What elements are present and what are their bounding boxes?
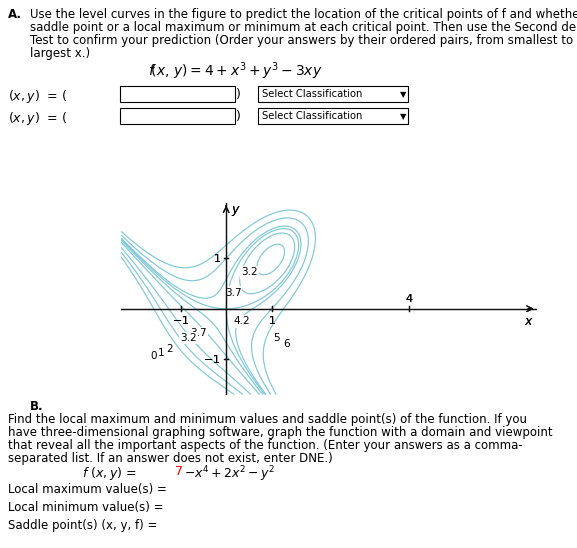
Bar [120, 108, 235, 124]
Text: separated list. If an answer does not exist, enter DNE.): separated list. If an answer does not ex… [8, 452, 333, 465]
Text: ▼: ▼ [400, 112, 407, 121]
Text: 2: 2 [166, 344, 173, 354]
Text: Test to confirm your prediction (Order your answers by their ordered pairs, from: Test to confirm your prediction (Order y… [30, 34, 573, 47]
Text: $4$: $4$ [404, 292, 413, 304]
Text: Saddle point(s) (x, y, f) =: Saddle point(s) (x, y, f) = [8, 519, 158, 532]
Text: $4$: $4$ [404, 292, 413, 304]
Text: $(x, y)$  = (: $(x, y)$ = ( [8, 88, 68, 105]
Text: 5: 5 [273, 333, 280, 343]
Text: $1$: $1$ [268, 314, 276, 326]
Text: 6: 6 [283, 339, 290, 349]
Bar [120, 86, 235, 102]
Text: $-1$: $-1$ [172, 314, 189, 326]
Text: saddle point or a local maximum or minimum at each critical point. Then use the : saddle point or a local maximum or minim… [30, 21, 577, 34]
Text: largest x.): largest x.) [30, 47, 90, 60]
Text: 3.2: 3.2 [242, 267, 258, 277]
Text: Select Classification: Select Classification [262, 111, 362, 121]
Text: $(x, y)$  = (: $(x, y)$ = ( [8, 110, 68, 127]
Text: $y$: $y$ [231, 204, 241, 218]
Text: 4.2: 4.2 [234, 316, 250, 327]
Text: Find the local maximum and minimum values and saddle point(s) of the function. I: Find the local maximum and minimum value… [8, 413, 527, 426]
Text: A.: A. [8, 8, 22, 21]
Text: Local minimum value(s) =: Local minimum value(s) = [8, 501, 163, 514]
Bar [258, 86, 408, 102]
Text: 7: 7 [175, 465, 183, 478]
Text: B.: B. [30, 399, 44, 413]
Text: 3.7: 3.7 [190, 328, 207, 338]
Text: $x$: $x$ [524, 315, 534, 328]
Text: $\it{f}$ $(x, y)$ =: $\it{f}$ $(x, y)$ = [82, 465, 138, 482]
Text: ▼: ▼ [400, 90, 407, 99]
Text: Select Classification: Select Classification [262, 89, 362, 99]
Text: $-1$: $-1$ [204, 353, 220, 365]
Text: 1: 1 [158, 347, 164, 358]
Text: $- x^4 + 2x^2 - y^2$: $- x^4 + 2x^2 - y^2$ [184, 465, 275, 484]
Text: $x$: $x$ [524, 315, 534, 328]
Text: $y$: $y$ [231, 204, 241, 218]
Text: $-1$: $-1$ [204, 353, 220, 365]
Text: 3.2: 3.2 [181, 333, 197, 343]
Text: Use the level curves in the figure to predict the location of the critical point: Use the level curves in the figure to pr… [30, 8, 577, 21]
Text: have three-dimensional graphing software, graph the function with a domain and v: have three-dimensional graphing software… [8, 426, 553, 438]
Text: $-1$: $-1$ [172, 314, 189, 326]
Text: ): ) [236, 110, 241, 123]
Text: $f\!\left(x,\, y\right) = 4 + x^3 + y^3 - 3xy$: $f\!\left(x,\, y\right) = 4 + x^3 + y^3 … [148, 60, 323, 82]
Text: $1$: $1$ [213, 252, 220, 264]
Text: $1$: $1$ [268, 314, 276, 326]
Bar [258, 108, 408, 124]
Text: that reveal all the important aspects of the function. (Enter your answers as a : that reveal all the important aspects of… [8, 439, 523, 452]
Text: Local maximum value(s) =: Local maximum value(s) = [8, 483, 167, 496]
Text: ): ) [236, 88, 241, 101]
Text: 3.7: 3.7 [224, 288, 241, 298]
Text: 0: 0 [151, 351, 158, 361]
Text: $1$: $1$ [213, 252, 220, 264]
